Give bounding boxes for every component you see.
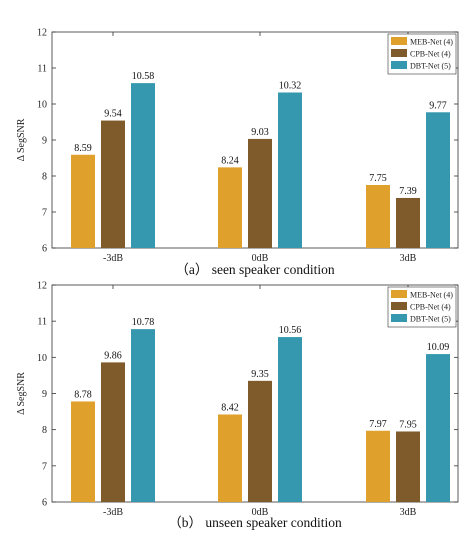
bar xyxy=(278,92,302,248)
y-tick-label: 7 xyxy=(42,208,47,219)
y-tick-label: 10 xyxy=(37,353,47,364)
chart-panel-a: 6 7 8 9 10 11 12 Δ SegSNR -3dB 8.59 9.54 10.58 0dB 8.… xyxy=(16,28,459,277)
y-axis-label: Δ SegSNR xyxy=(16,372,27,415)
data-label: 10.32 xyxy=(279,80,302,91)
x-tick-label: 0dB xyxy=(252,507,269,518)
data-label: 9.03 xyxy=(251,127,269,138)
data-label: 7.97 xyxy=(369,419,387,430)
y-tick-label: 8 xyxy=(42,425,47,436)
legend-swatch xyxy=(391,302,407,310)
y-tick-label: 9 xyxy=(42,389,47,400)
bar xyxy=(396,431,420,502)
data-label: 9.54 xyxy=(104,109,122,120)
data-label: 10.58 xyxy=(132,71,155,82)
data-label: 7.95 xyxy=(399,419,417,430)
bar xyxy=(71,154,95,248)
y-tick-label: 11 xyxy=(37,317,47,328)
bar xyxy=(101,362,125,502)
legend-swatch xyxy=(391,37,407,45)
y-tick-label: 11 xyxy=(37,64,47,75)
bar xyxy=(396,197,420,248)
legend-entry: CPB-Net (4) xyxy=(410,303,451,312)
legend-entry: DBT-Net (5) xyxy=(410,315,451,324)
figure-caption: （a） seen speaker condition xyxy=(175,262,335,277)
y-tick-label: 12 xyxy=(37,281,47,292)
bar xyxy=(71,401,95,502)
x-tick-label: 3dB xyxy=(400,507,417,518)
bar xyxy=(366,430,390,502)
bar xyxy=(218,414,242,502)
y-tick-label: 9 xyxy=(42,136,47,147)
data-label: 10.78 xyxy=(132,317,155,328)
data-label: 8.59 xyxy=(74,143,92,154)
chart-panel-b: 6 7 8 9 10 11 12 Δ SegSNR -3dB 8.78 9.86 10.78 0dB 8.… xyxy=(16,281,459,530)
bar xyxy=(131,329,155,502)
data-label: 10.56 xyxy=(279,325,302,336)
legend: MEB-Net (4) CPB-Net (4) DBT-Net (5) xyxy=(387,286,457,328)
data-label: 7.39 xyxy=(399,186,417,197)
y-tick-label: 6 xyxy=(42,244,47,255)
bar xyxy=(278,337,302,502)
data-label: 8.78 xyxy=(74,389,92,400)
figure-caption: （b） unseen speaker condition xyxy=(168,515,342,530)
legend-swatch xyxy=(391,314,407,322)
bar xyxy=(248,380,272,502)
bar xyxy=(101,120,125,248)
data-label: 8.24 xyxy=(221,155,239,166)
legend-entry: DBT-Net (5) xyxy=(410,62,451,71)
legend: MEB-Net (4) CPB-Net (4) DBT-Net (5) xyxy=(387,33,457,75)
legend-swatch xyxy=(391,49,407,57)
x-tick-label: 0dB xyxy=(252,253,269,264)
legend-swatch xyxy=(391,61,407,69)
legend-swatch xyxy=(391,290,407,298)
y-axis-label: Δ SegSNR xyxy=(16,118,27,161)
bar xyxy=(131,83,155,249)
bar xyxy=(366,185,390,248)
x-tick-label: 3dB xyxy=(400,253,417,264)
legend-entry: MEB-Net (4) xyxy=(410,291,453,300)
data-label: 9.77 xyxy=(429,100,447,111)
y-tick-label: 8 xyxy=(42,172,47,183)
data-label: 10.09 xyxy=(427,342,450,353)
data-label: 9.86 xyxy=(104,350,122,361)
y-tick-label: 6 xyxy=(42,498,47,509)
data-label: 9.35 xyxy=(251,369,269,380)
data-label: 8.42 xyxy=(221,402,239,413)
legend-entry: CPB-Net (4) xyxy=(410,50,451,59)
bar xyxy=(218,167,242,248)
bar xyxy=(248,138,272,248)
y-tick-label: 12 xyxy=(37,28,47,39)
x-tick-label: -3dB xyxy=(103,253,123,264)
legend-entry: MEB-Net (4) xyxy=(410,38,453,47)
y-tick-label: 7 xyxy=(42,461,47,472)
bar xyxy=(426,354,450,502)
y-tick-label: 10 xyxy=(37,100,47,111)
bar xyxy=(426,112,450,248)
data-label: 7.75 xyxy=(369,173,387,184)
x-tick-label: -3dB xyxy=(103,507,123,518)
